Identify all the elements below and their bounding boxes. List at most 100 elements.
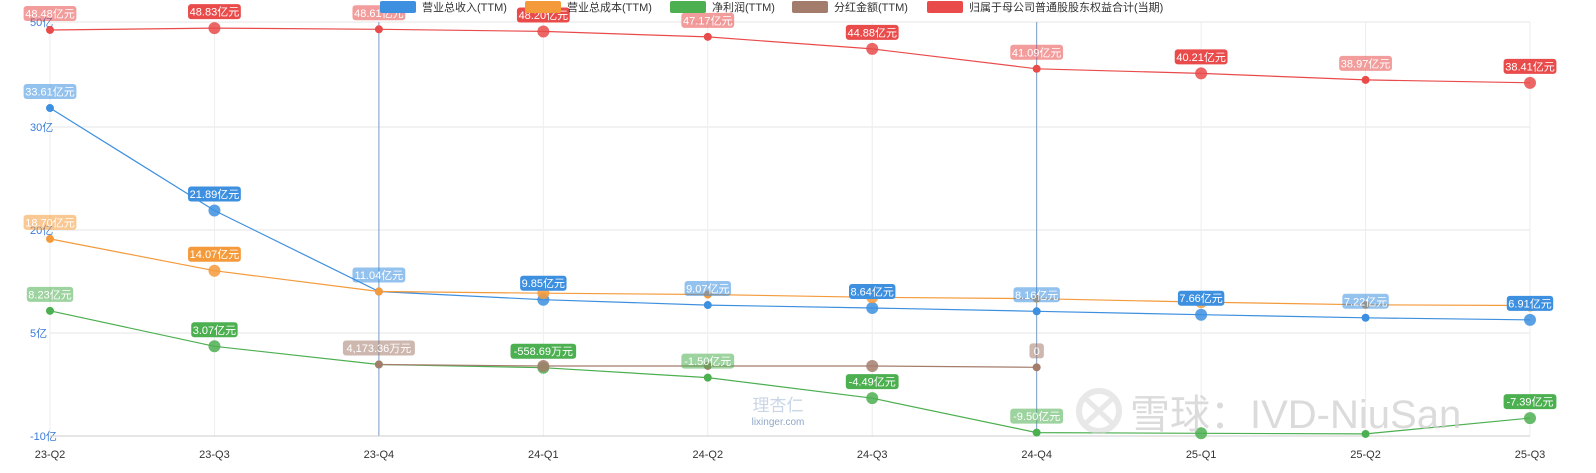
data-label: 8.64亿元	[849, 284, 896, 300]
data-point[interactable]	[374, 360, 383, 369]
data-point[interactable]	[208, 264, 221, 277]
x-tick-label: 24-Q2	[692, 449, 723, 461]
data-label-text: 18.70亿元	[25, 216, 75, 229]
data-point[interactable]	[537, 359, 550, 372]
data-label: 9.07亿元	[684, 281, 731, 297]
data-label-text: 41.09亿元	[1012, 46, 1062, 59]
data-label-text: -1.50亿元	[684, 355, 731, 368]
legend-item[interactable]: 净利润(TTM)	[670, 0, 775, 14]
data-label: 40.21亿元	[1174, 49, 1228, 65]
data-label: 14.07亿元	[188, 246, 241, 262]
data-point[interactable]	[866, 302, 879, 315]
series-line-1	[49, 238, 1531, 307]
data-labels: 48.48亿元 48.83亿元 48.61亿元 48.20亿元 47.17亿元44.88…	[23, 4, 1557, 424]
data-point[interactable]	[1032, 428, 1041, 437]
data-label-text: 44.88亿元	[847, 26, 897, 39]
data-point[interactable]	[1361, 75, 1370, 84]
data-point[interactable]	[1361, 429, 1370, 438]
data-point[interactable]	[1032, 307, 1041, 316]
data-point[interactable]	[1524, 76, 1536, 89]
legend-item[interactable]: 归属于母公司普通股股东权益合计(当期)	[927, 0, 1163, 14]
data-label-text: 47.17亿元	[683, 14, 733, 27]
data-point[interactable]	[46, 104, 54, 113]
lixinger-url-text: lixinger.com	[752, 417, 805, 428]
legend-swatch	[927, 1, 963, 13]
data-label: -4.49亿元	[845, 374, 899, 390]
data-label: 21.89亿元	[188, 186, 241, 202]
legend-label: 归属于母公司普通股股东权益合计(当期)	[969, 0, 1163, 14]
series-line-4	[49, 27, 1531, 84]
data-point[interactable]	[1524, 412, 1536, 425]
x-tick-label: 23-Q4	[364, 449, 395, 461]
data-point[interactable]	[1032, 363, 1041, 372]
data-label: 44.88亿元	[845, 24, 899, 40]
data-point[interactable]	[537, 25, 550, 38]
data-label: 41.09亿元	[1010, 44, 1064, 60]
data-point[interactable]	[46, 234, 54, 243]
data-label-text: 9.85亿元	[522, 277, 565, 290]
data-point[interactable]	[1524, 313, 1536, 326]
y-tick-label: 30亿	[30, 121, 53, 134]
data-point[interactable]	[374, 25, 383, 34]
data-label-text: 6.91亿元	[1508, 297, 1551, 310]
data-label: 18.70亿元	[23, 214, 77, 230]
series-line-2	[49, 310, 1531, 435]
data-label: 11.04亿元	[352, 267, 406, 283]
data-point[interactable]	[46, 306, 54, 315]
data-label: 6.91亿元	[1506, 295, 1554, 311]
legend-item[interactable]: 营业总收入(TTM)	[380, 0, 507, 14]
data-point[interactable]	[703, 32, 712, 41]
data-point[interactable]	[1195, 427, 1208, 440]
data-point[interactable]	[866, 42, 879, 55]
data-label-text: -4.49亿元	[849, 376, 896, 389]
data-label: 48.48亿元	[23, 5, 77, 21]
data-point[interactable]	[1195, 308, 1208, 321]
data-label-text: 33.61亿元	[25, 86, 75, 99]
data-label: 47.17亿元	[681, 12, 735, 28]
data-point[interactable]	[208, 22, 221, 35]
legend-label: 分红金额(TTM)	[834, 0, 908, 14]
data-label: 7.22亿元	[1342, 293, 1389, 309]
data-label-text: -558.69万元	[514, 346, 573, 358]
data-point[interactable]	[1361, 313, 1370, 322]
x-tick-label: 25-Q3	[1515, 449, 1546, 461]
data-label-text: 38.97亿元	[1341, 57, 1391, 70]
x-tick-label: 24-Q1	[528, 449, 559, 461]
legend-item[interactable]: 营业总成本(TTM)	[525, 0, 652, 14]
x-tick-label: 24-Q4	[1021, 449, 1052, 461]
data-point[interactable]	[208, 204, 221, 217]
data-label: 7.66亿元	[1177, 290, 1225, 306]
legend-swatch	[380, 1, 416, 13]
data-label: 38.97亿元	[1339, 55, 1392, 71]
data-point[interactable]	[703, 373, 712, 382]
data-label: 48.83亿元	[188, 4, 241, 20]
data-label-text: 11.04亿元	[355, 269, 404, 282]
data-label: 38.41亿元	[1503, 58, 1557, 74]
data-point[interactable]	[1195, 67, 1208, 80]
data-point[interactable]	[374, 287, 383, 296]
data-label: 3.07亿元	[191, 322, 238, 338]
data-point[interactable]	[866, 392, 879, 405]
lixinger-logo-text: 理杏仁	[753, 396, 804, 415]
legend-swatch	[792, 1, 828, 13]
data-point[interactable]	[1032, 64, 1041, 73]
data-point[interactable]	[866, 359, 879, 372]
x-tick-label: 23-Q3	[199, 449, 230, 461]
data-label: 8.23亿元	[26, 286, 74, 302]
data-label-text: 14.07亿元	[190, 248, 240, 261]
data-label: 4,173.36万元	[342, 340, 415, 356]
data-label-text: -9.50亿元	[1013, 410, 1060, 423]
snowball-watermark-text: 雪球：IVD-NiuSan	[1130, 393, 1461, 437]
data-label-text: 8.64亿元	[851, 286, 894, 299]
grid	[49, 21, 1531, 437]
data-label-text: 48.48亿元	[25, 7, 75, 20]
data-point[interactable]	[703, 301, 712, 310]
legend-item[interactable]: 分红金额(TTM)	[792, 0, 908, 14]
data-point[interactable]	[46, 25, 54, 34]
data-label-text: 3.07亿元	[193, 324, 236, 337]
legend: 营业总收入(TTM) 营业总成本(TTM) 净利润(TTM) 分红金额(TTM) 归属于…	[380, 0, 1163, 14]
data-label: -558.69万元	[510, 343, 577, 359]
watermarks: 理杏仁 lixinger.com 雪球：IVD-NiuSan	[752, 388, 1461, 437]
data-point[interactable]	[208, 340, 221, 353]
data-label: -7.39亿元	[1503, 394, 1557, 410]
